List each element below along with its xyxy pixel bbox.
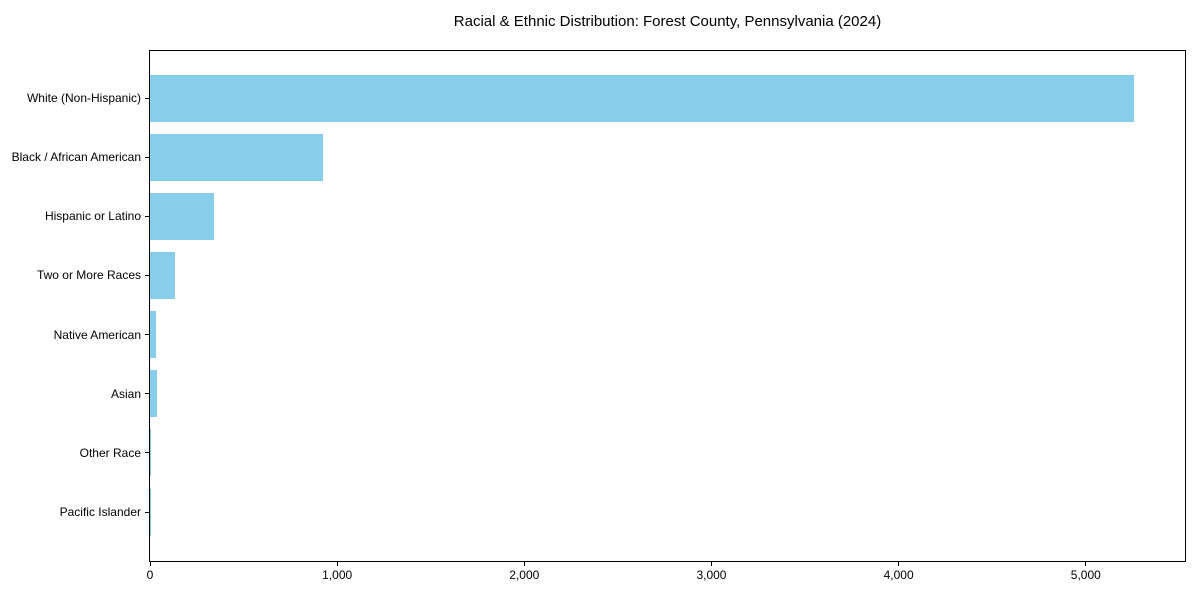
bar-hispanic-or-latino [150,192,215,240]
y-tick-label-asian: Asian [110,386,141,401]
bar-other-race [150,429,151,477]
x-tick-label-2000: 2,000 [509,568,540,582]
y-axis-tick [145,452,149,454]
y-tick-label-two-or-more-races: Two or More Races [36,268,141,283]
y-axis-tick [145,156,149,158]
y-tick-label-other-race: Other Race [79,445,141,460]
bar-two-or-more-races [150,251,176,299]
y-axis-tick [145,393,149,395]
x-axis-tick [898,562,900,566]
x-tick-label-0: 0 [146,568,154,582]
chart-title: Racial & Ethnic Distribution: Forest Cou… [453,13,882,30]
y-tick-label-native-american: Native American [53,327,141,342]
y-axis-tick [145,511,149,513]
plot-area: White (Non-Hispanic) Black / African Amer… [12,50,1186,582]
y-tick-label-pacific-islander: Pacific Islander [59,505,141,519]
bar-white-non-hispanic [150,74,1134,122]
x-axis-tick [1085,562,1087,566]
y-tick-label-hispanic-or-latino: Hispanic or Latino [44,209,141,224]
x-tick-label-3000: 3,000 [696,568,727,582]
bar-black-african-american [150,133,324,181]
x-tick-label-1000: 1,000 [322,568,353,582]
bar-native-american [150,311,156,359]
x-tick-label-4000: 4,000 [883,568,914,582]
x-axis-tick [149,562,151,566]
bar-asian [150,370,157,418]
y-axis-tick [145,215,149,217]
y-tick-label-white-non-hispanic: White (Non-Hispanic) [26,91,141,105]
y-tick-label-black-african-american: Black / African American [11,150,141,165]
y-axis-tick [145,274,149,276]
x-axis-tick [523,562,525,566]
y-axis-tick [145,334,149,336]
x-tick-label-5000: 5,000 [1070,568,1101,582]
y-axis-tick [145,97,149,99]
x-axis-tick [336,562,338,566]
x-axis-tick [710,562,712,566]
